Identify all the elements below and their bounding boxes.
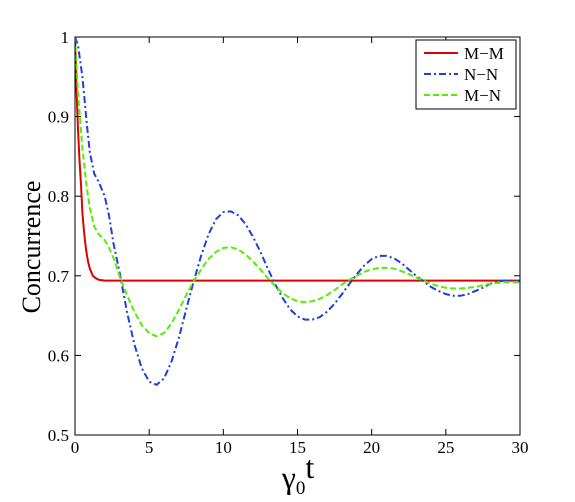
- x-tick-label: 15: [289, 438, 306, 457]
- legend-entry-label: N−N: [464, 65, 498, 84]
- x-axis-label-symbol: γ: [281, 459, 296, 495]
- x-tick-label: 20: [363, 438, 380, 457]
- series-line-1: [75, 37, 520, 282]
- legend-box: [415, 39, 517, 110]
- y-tick-label: 0.9: [48, 108, 69, 127]
- legend: M−M N−N M−N: [415, 39, 517, 110]
- y-tick-label: 0.6: [48, 346, 69, 365]
- x-tick-label: 0: [71, 438, 80, 457]
- y-axis-label: Concurrence: [17, 181, 46, 314]
- x-axis-label-subscript: 0: [296, 478, 306, 499]
- y-tick-label: 0.8: [48, 187, 69, 206]
- legend-entry-label: M−N: [464, 86, 501, 105]
- y-tick-label: 0.5: [48, 426, 69, 445]
- y-tick-label: 0.7: [48, 267, 70, 286]
- x-tick-label: 25: [437, 438, 454, 457]
- ticks-layer: 0 5 10 15 20 25 30 0.5 0.6 0.7 0.8 0.9 1: [48, 28, 529, 457]
- x-tick-label: 10: [215, 438, 232, 457]
- series-layer: [75, 37, 520, 386]
- series-line-2: [75, 37, 520, 386]
- x-tick-label: 5: [145, 438, 154, 457]
- x-axis-label-tail: t: [305, 449, 314, 485]
- y-tick-label: 1: [61, 28, 70, 47]
- x-axis-label: γ0t: [281, 449, 315, 499]
- legend-entry-label: M−M: [464, 44, 504, 63]
- x-tick-label: 30: [512, 438, 529, 457]
